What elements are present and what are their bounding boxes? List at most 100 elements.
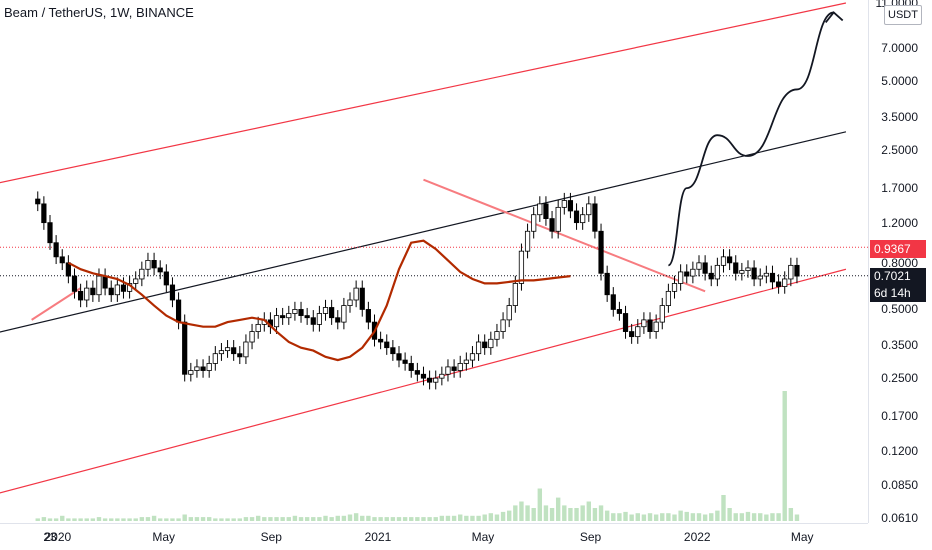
volume-bar	[647, 513, 653, 521]
candle-body	[420, 373, 427, 379]
volume-bar	[84, 518, 89, 521]
candle-body	[573, 210, 580, 224]
volume-bar	[78, 518, 83, 521]
volume-bar	[60, 515, 65, 521]
volume-bar	[715, 510, 720, 521]
volume-bar	[41, 517, 47, 521]
candle-body	[794, 264, 800, 277]
volume-bar	[347, 514, 353, 521]
candle-body	[182, 321, 188, 375]
candle-body	[90, 287, 96, 296]
volume-bar	[690, 513, 696, 521]
volume-bar	[268, 517, 273, 521]
candle-body	[169, 284, 176, 301]
price-tick-label: 7.0000	[881, 40, 918, 55]
candle-body	[702, 262, 708, 274]
candle-body	[71, 275, 78, 292]
volume-bar	[341, 515, 347, 521]
candle-body	[524, 230, 531, 252]
volume-bar	[623, 511, 628, 521]
candle-body	[555, 206, 561, 232]
last-price-label: 0.7021	[870, 268, 926, 285]
time-tick-label: 2021	[364, 530, 392, 544]
candle-body	[102, 275, 108, 289]
volume-bar	[739, 513, 745, 521]
price-ticks: 11.00007.00005.00003.50002.50001.70001.2…	[870, 0, 932, 525]
volume-bar	[47, 518, 53, 521]
candle-body	[635, 326, 641, 338]
candle-body	[714, 264, 720, 280]
candle-body	[286, 313, 292, 319]
candle-body	[733, 262, 739, 274]
time-tick-label: Sep	[260, 530, 282, 544]
candle-body	[402, 359, 408, 364]
volume-bar	[506, 510, 512, 521]
volume-bar	[53, 518, 59, 521]
candle-body	[763, 272, 769, 277]
candle-body	[347, 299, 353, 306]
volume-bar	[292, 515, 298, 521]
bar-countdown-label: 6d 14h	[870, 285, 926, 302]
volume-bar	[672, 514, 677, 521]
candle-body	[304, 315, 310, 319]
candle-body	[353, 287, 359, 301]
volume-bar	[476, 515, 481, 521]
volume-bar	[255, 515, 261, 521]
volume-bar	[751, 513, 757, 521]
candle-body	[243, 341, 249, 358]
time-tick-label: May	[471, 530, 495, 544]
candle-body	[494, 331, 500, 340]
volume-bar	[372, 517, 377, 521]
time-tick-label: May	[152, 530, 176, 544]
descending-trendline	[423, 178, 706, 293]
chart-title: Beam / TetherUS, 1W, BINANCE	[4, 5, 194, 20]
candle-body	[316, 313, 322, 325]
candle-body	[537, 203, 543, 216]
candle-body	[653, 321, 659, 332]
price-tick-label: 0.0610	[881, 511, 918, 525]
candle-body	[592, 203, 598, 232]
volume-bar	[335, 515, 340, 521]
volume-bar	[139, 517, 145, 521]
volume-bar	[770, 513, 775, 521]
price-axis[interactable]	[868, 0, 932, 523]
candle-body	[671, 283, 678, 292]
currency-button[interactable]: USDT	[884, 5, 922, 25]
candle-body	[378, 338, 384, 343]
volume-bar	[286, 517, 291, 521]
time-axis[interactable]	[0, 523, 868, 550]
lower-channel-line	[0, 268, 847, 494]
candle-body	[390, 347, 396, 355]
volume-bar	[225, 518, 230, 521]
volume-bar	[164, 518, 169, 521]
candle-body	[641, 319, 647, 328]
volume-bar	[249, 517, 255, 521]
candle-body	[249, 331, 255, 343]
volume-bar	[494, 514, 500, 521]
candle-body	[647, 319, 653, 332]
candle-body	[408, 363, 414, 371]
price-tick-label: 1.2000	[881, 215, 918, 230]
candle-body	[396, 353, 402, 361]
time-tick-label: May	[790, 530, 814, 544]
time-tick-label: Sep	[579, 530, 602, 544]
candle-body	[59, 256, 65, 264]
volume-bar	[200, 517, 206, 521]
volume-bar	[555, 497, 561, 521]
candle-body	[739, 270, 745, 274]
volume-bar	[598, 505, 604, 521]
volume-bar	[678, 510, 683, 521]
price-tick-label: 0.0850	[881, 478, 918, 493]
high-price-label: 0.9367	[870, 240, 926, 258]
volume-bar	[782, 391, 787, 521]
volume-bar	[262, 517, 267, 521]
candle-body	[47, 222, 53, 244]
candle-body	[616, 309, 623, 314]
price-tick-label: 2.5000	[881, 142, 918, 157]
price-tick-label: 0.1700	[881, 409, 918, 424]
price-tick-label: 0.2500	[881, 371, 918, 386]
candle-body	[549, 218, 555, 232]
volume-bar	[353, 513, 359, 521]
candle-body	[188, 370, 194, 375]
